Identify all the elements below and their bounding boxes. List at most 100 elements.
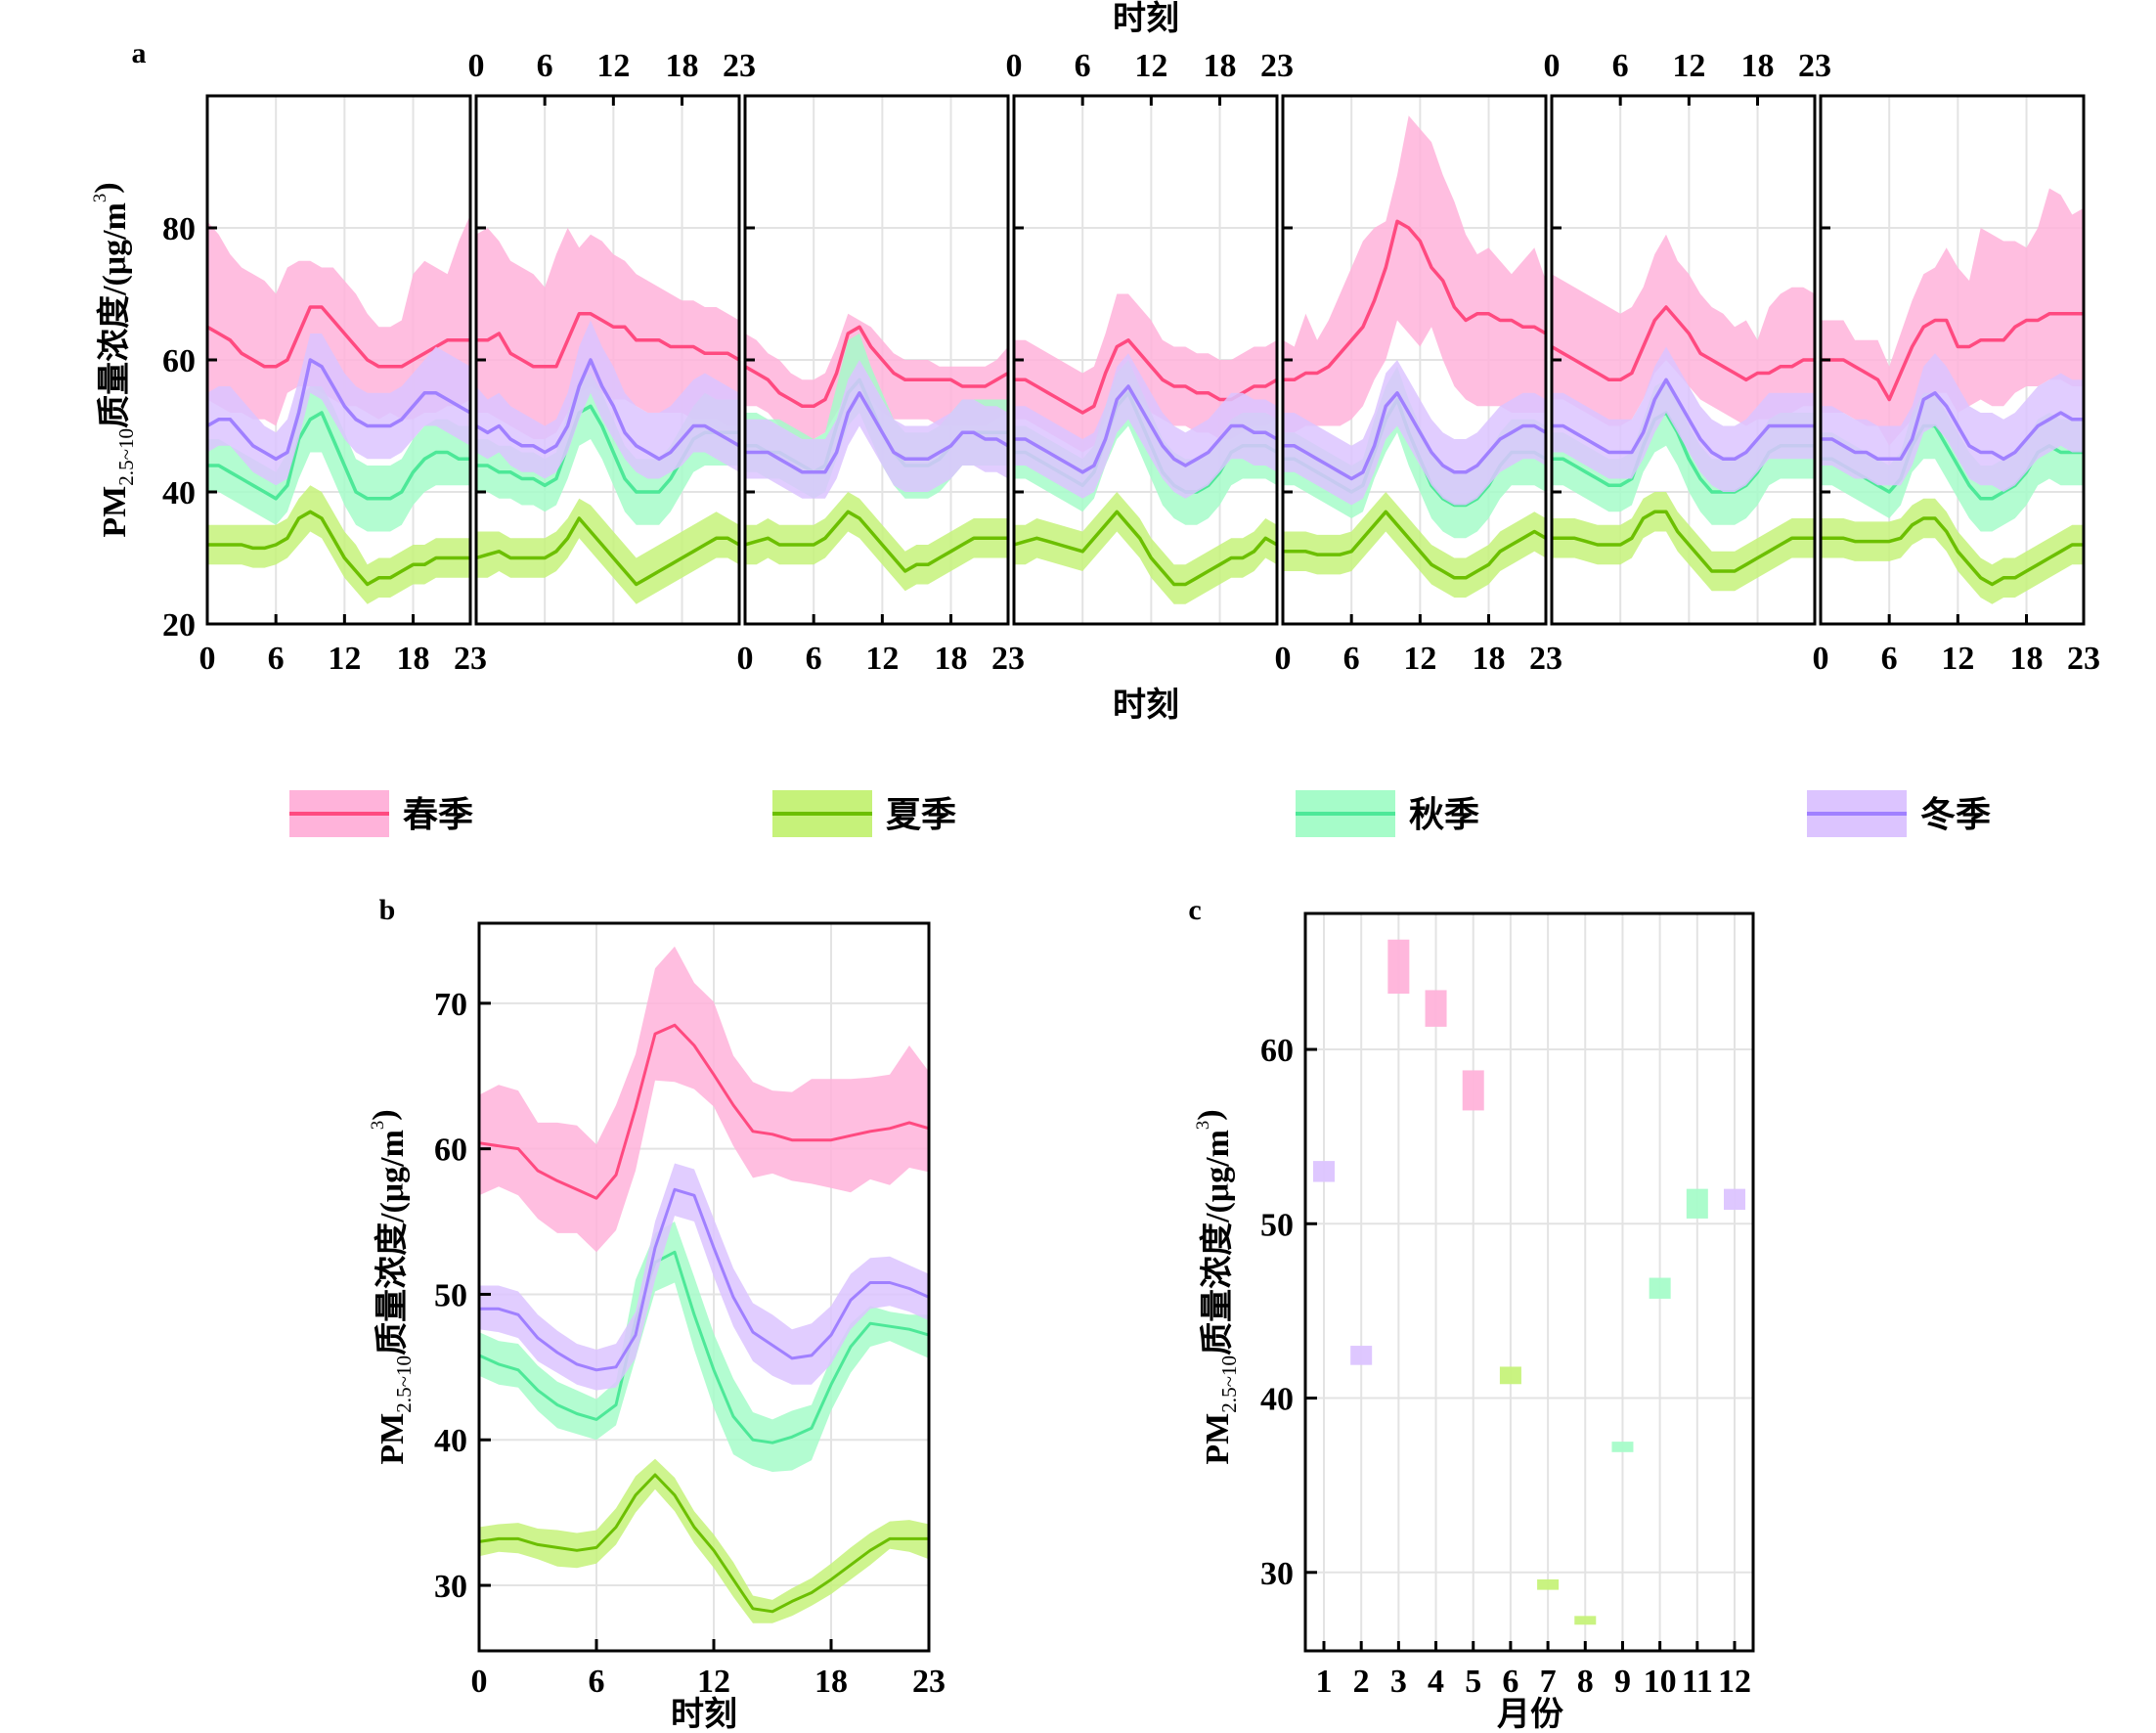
line-spring — [1551, 305, 1815, 382]
y-axis-title-rest: 质量浓度/(μg/m — [1199, 1130, 1236, 1355]
legend: 春季 夏季 秋季 冬季 — [289, 790, 1991, 837]
x-tick-label: 10 — [1644, 1664, 1677, 1700]
x-tick-label: 23 — [912, 1664, 946, 1700]
x-tick-label: 23 — [2067, 641, 2100, 677]
x-tick-label: 6 — [1075, 48, 1091, 84]
y-axis-title-sub: 2.5~10 — [1217, 1355, 1241, 1413]
x-axis-title-bottom: 时刻 — [1113, 687, 1179, 724]
x-tick-label: 0 — [199, 641, 216, 677]
x-tick-label: 6 — [589, 1664, 605, 1700]
x-tick-label: 6 — [1612, 48, 1629, 84]
y-axis-title-main: PM — [97, 486, 133, 538]
y-axis-title-close: ) — [89, 182, 125, 193]
line-spring — [744, 325, 1009, 409]
line-summer — [207, 510, 470, 587]
line-winter — [1014, 384, 1278, 474]
range-box-month-7 — [1537, 1578, 1560, 1590]
band-winter — [207, 333, 470, 486]
x-tick-label: 12 — [596, 48, 630, 84]
x-tick-label: 0 — [1544, 48, 1561, 84]
y-axis-title-b: PM2.5~10质量浓度/(μg/m3) — [367, 1109, 416, 1464]
legend-label: 夏季 — [886, 795, 956, 834]
y-axis-title: PM2.5~10质量浓度/(μg/m3) — [1192, 1109, 1241, 1464]
legend-item-autumn: 秋季 — [1296, 790, 1479, 837]
y-tick-label: 40 — [162, 475, 196, 511]
line-spring — [1283, 219, 1547, 382]
y-tick-label: 60 — [1260, 1033, 1294, 1069]
legend-item-spring: 春季 — [289, 790, 473, 837]
band-winter — [745, 360, 1008, 499]
subplot-5: 0 6 12 18 23 — [1275, 94, 1562, 677]
subplot-4: 0 6 12 18 23 — [1006, 48, 1294, 626]
y-tick-label: 50 — [434, 1277, 467, 1313]
x-tick-label: 6 — [1881, 641, 1898, 677]
x-tick-label: 12 — [697, 1664, 730, 1700]
x-tick-label: 18 — [814, 1664, 848, 1700]
y-axis-title-sup: 3 — [368, 1121, 388, 1130]
band-autumn — [1552, 379, 1815, 525]
band-autumn — [1821, 392, 2084, 532]
x-tick-label: 23 — [1529, 641, 1562, 677]
y-tick-label: 30 — [434, 1569, 467, 1605]
band-winter — [1552, 346, 1815, 492]
y-axis-title-main: PM — [1200, 1413, 1236, 1465]
y-axis-title: PM2.5~10质量浓度/(μg/m3) — [89, 182, 138, 537]
band-winter — [479, 1163, 929, 1391]
subplot-7: 0 6 12 18 23 — [1813, 94, 2100, 677]
line-spring — [476, 312, 740, 369]
subplot-6: 0 6 12 18 23 — [1544, 48, 1831, 626]
y-tick-label: 40 — [1260, 1382, 1294, 1418]
line-winter — [206, 358, 471, 462]
x-axis-title-top: 时刻 — [1113, 0, 1179, 37]
x-tick-label: 18 — [666, 48, 699, 84]
x-tick-label: 2 — [1353, 1664, 1370, 1700]
line-spring — [206, 305, 470, 369]
band-winter — [1283, 360, 1546, 506]
x-tick-label: 0 — [737, 641, 754, 677]
range-box-month-5 — [1462, 1070, 1484, 1111]
line-spring — [478, 1023, 930, 1200]
range-box-month-2 — [1350, 1346, 1373, 1365]
panel-b: b 30 40 50 60 70 0 6 12 18 23 时刻 PM2.5~10质量浓度/(μg/m3… — [367, 894, 946, 1733]
panel-c-frame — [1303, 911, 1755, 1653]
line-summer — [1821, 516, 2084, 587]
band-winter — [1014, 353, 1277, 499]
x-tick-label: 6 — [806, 641, 822, 677]
band-spring — [1283, 115, 1546, 433]
x-tick-label: 23 — [1260, 48, 1294, 84]
legend-label: 冬季 — [1920, 795, 1991, 834]
band-spring — [476, 228, 739, 439]
y-tick-label: 80 — [162, 211, 196, 247]
x-tick-label: 12 — [1403, 641, 1436, 677]
line-winter — [479, 1187, 930, 1372]
x-tick-label: 11 — [1682, 1664, 1713, 1700]
x-tick-label: 18 — [1204, 48, 1237, 84]
line-autumn — [207, 411, 470, 501]
band-summer — [1821, 498, 2084, 604]
panel-label-a: a — [132, 37, 147, 69]
line-winter — [1821, 391, 2084, 462]
range-box-month-8 — [1574, 1616, 1597, 1625]
band-spring — [479, 946, 929, 1253]
y-axis-title-c: PM2.5~10质量浓度/(μg/m3) — [1192, 1109, 1241, 1464]
x-tick-label: 23 — [723, 48, 756, 84]
y-axis-title-close: ) — [1192, 1109, 1228, 1120]
panel-label-c: c — [1188, 894, 1201, 926]
y-axis-title-sup: 3 — [90, 194, 110, 202]
x-tick-label: 18 — [935, 641, 968, 677]
y-axis-title-a: PM2.5~10质量浓度/(μg/m3) — [89, 182, 138, 537]
y-tick-label: 40 — [434, 1423, 467, 1459]
range-box-month-9 — [1611, 1442, 1634, 1452]
x-tick-label: 12 — [1134, 48, 1167, 84]
x-tick-label: 4 — [1428, 1664, 1444, 1700]
range-box-month-4 — [1425, 990, 1447, 1027]
band-autumn — [476, 373, 739, 525]
y-axis-title-close: ) — [367, 1109, 403, 1120]
x-tick-label: 12 — [328, 641, 361, 677]
y-axis-title-sub: 2.5~10 — [114, 428, 138, 486]
x-tick-label: 0 — [1813, 641, 1829, 677]
y-tick-label: 60 — [434, 1133, 467, 1169]
